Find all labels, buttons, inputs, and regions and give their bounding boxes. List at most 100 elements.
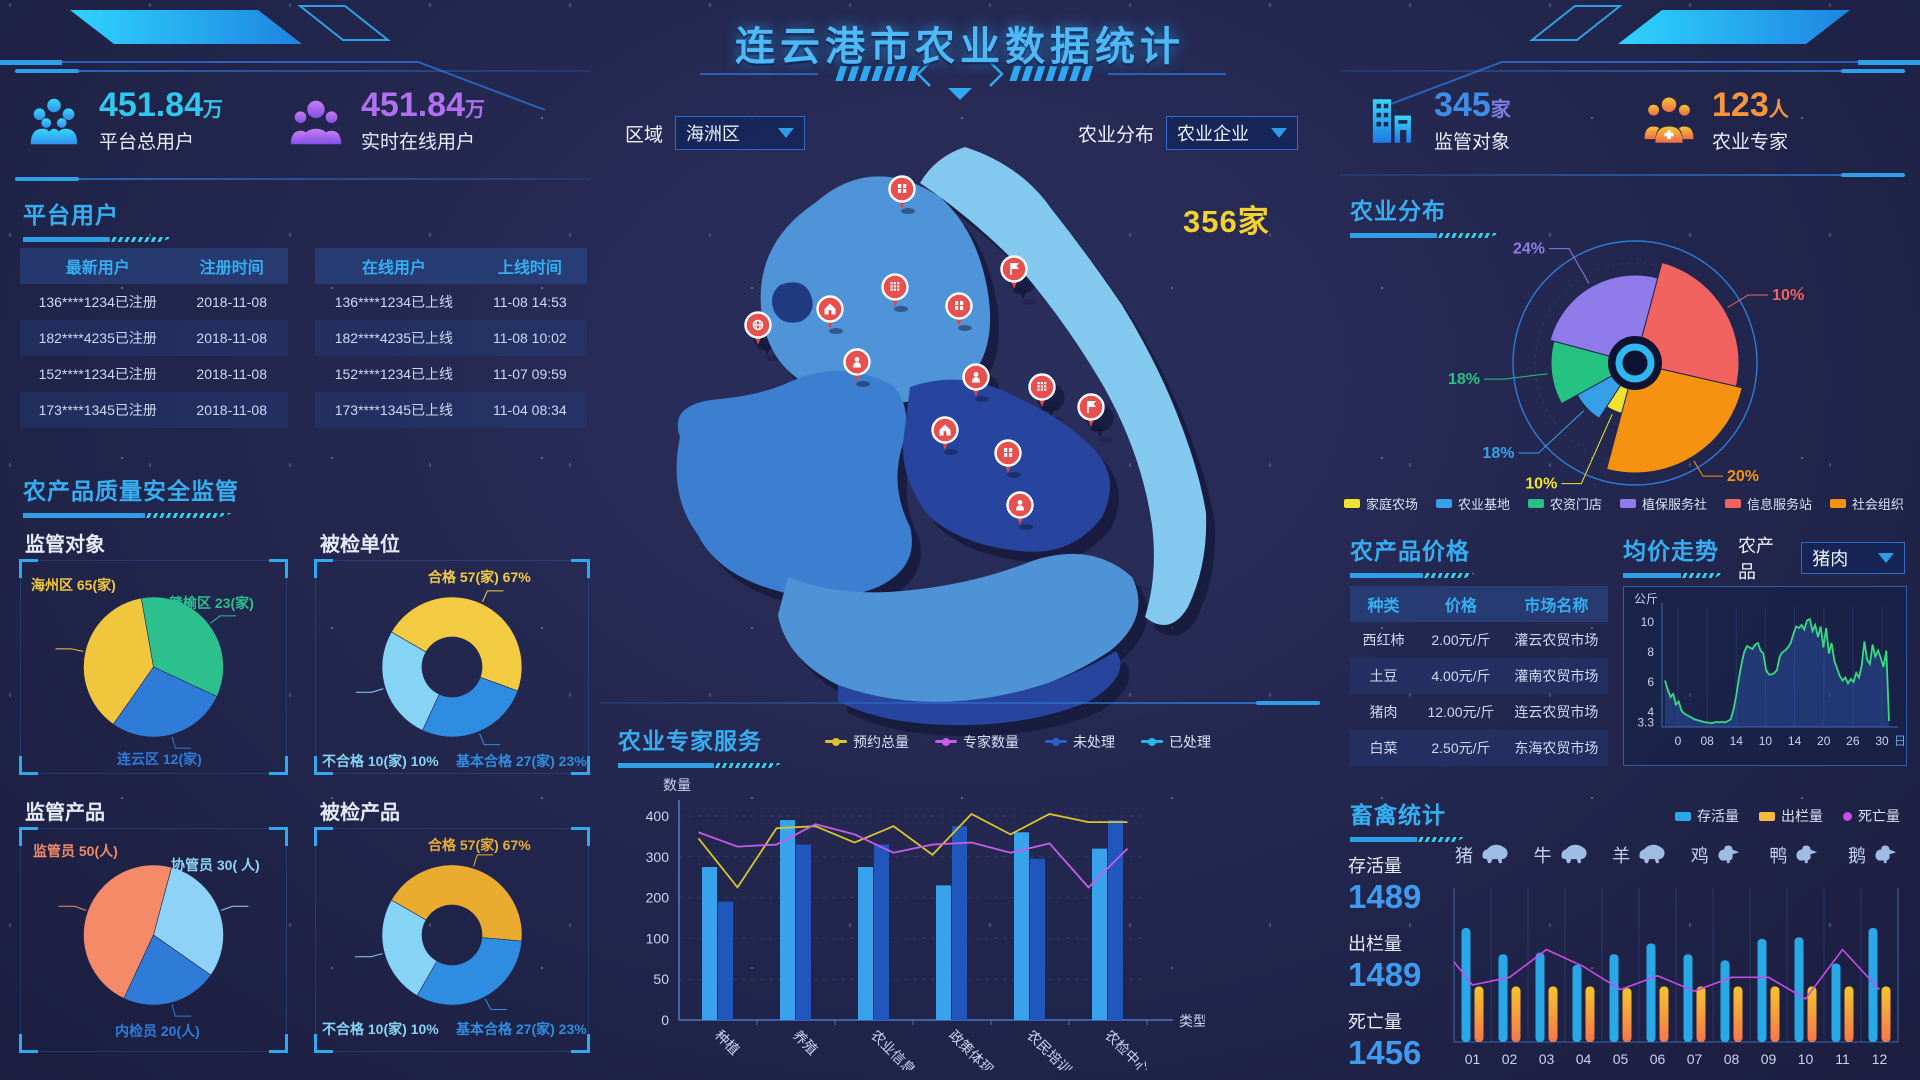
dist-select[interactable]: 农业企业 (1166, 116, 1299, 150)
chart-inspected-product: 合格 57(家) 67% 基本合格 27(家) 23% 不合格 10(家) 10% (314, 827, 590, 1053)
svg-text:0: 0 (1675, 734, 1682, 748)
stat-unit: 万 (203, 99, 223, 121)
stat-supervised: 345家 监管对象 (1362, 87, 1511, 154)
chart-title-inspected-unit: 被检单位 (320, 534, 400, 556)
section-price: 农产品价格 (1350, 532, 1475, 578)
register-row-header: 最新用户 注册时间 (20, 248, 288, 284)
page-title: 连云港市农业数据统计 (735, 25, 1185, 69)
svg-text:10: 10 (1798, 1051, 1814, 1067)
legend-item-农业基地[interactable]: 农业基地 (1435, 494, 1510, 513)
svg-text:农业信息: 农业信息 (868, 1027, 919, 1070)
animal-label: 牛 (1533, 846, 1552, 866)
person-icon (1016, 500, 1024, 511)
map-marker-flag[interactable] (1077, 393, 1105, 433)
online-row: 136****1234已上线 11-08 14:53 (315, 284, 587, 320)
svg-text:08: 08 (1700, 734, 1714, 748)
legend-label: 未处理 (1073, 734, 1115, 750)
legend-item-存活量[interactable]: 存活量 (1675, 806, 1739, 826)
map-marker-building[interactable] (945, 292, 973, 332)
table-cell: 182****4235已上线 (334, 330, 454, 346)
map-marker-grid[interactable] (1028, 373, 1056, 413)
map-marker-grid[interactable] (881, 273, 909, 313)
legend-item-农资门店[interactable]: 农资门店 (1527, 494, 1602, 513)
pie-slice-label: 连云区 12(家) (117, 751, 202, 767)
table-cell: 最新用户 (65, 260, 130, 277)
legend-item-未处理[interactable]: 未处理 (1045, 732, 1115, 752)
product-select[interactable]: 猪肉 (1801, 542, 1905, 574)
section-distribution: 农业分布 (1350, 192, 1500, 238)
animal-item-鸭[interactable]: 鸭 (1769, 842, 1824, 868)
pie-slice-label: 内检员 20(人) (115, 1023, 200, 1039)
map-marker-building[interactable] (994, 439, 1022, 479)
online-table: 在线用户 上线时间 136****1234已上线 11-08 14:53 182****… (315, 248, 587, 428)
svg-text:4: 4 (1647, 705, 1654, 719)
svg-text:政策体现: 政策体现 (946, 1027, 997, 1070)
legend-item-专家数量[interactable]: 专家数量 (935, 732, 1019, 752)
animal-item-鸡[interactable]: 鸡 (1691, 842, 1746, 868)
svg-text:07: 07 (1687, 1051, 1703, 1067)
svg-text:300: 300 (646, 849, 670, 865)
chart-inspected-unit: 合格 57(家) 67% 基本合格 27(家) 23% 不合格 10(家) 10% (314, 559, 590, 775)
legend-swatch (1829, 499, 1846, 508)
legend-label: 农业基地 (1457, 497, 1510, 512)
pie-slice-label: 协管员 30( 人) (171, 857, 260, 873)
online-row: 173****1345已上线 11-04 08:34 (315, 392, 587, 428)
table-cell: 价格 (1444, 598, 1477, 615)
table-cell: 2018-11-08 (196, 330, 267, 346)
map-marker-house[interactable] (816, 295, 844, 335)
price-table: 种类 价格 市场名称 西红柿 2.00元/斤 灌云农贸市场 土豆 4.00元/斤 灌南农贸市场猪… (1350, 586, 1608, 766)
register-row: 136****1234已注册 2018-11-08 (20, 284, 288, 320)
region-dropdown-group: 区域 海洲区 (625, 116, 806, 150)
pie-slice-label: 合格 57(家) 67% (428, 569, 531, 585)
legend-label: 专家数量 (963, 734, 1019, 750)
animal-item-鹅[interactable]: 鹅 (1848, 842, 1903, 868)
stat-unit: 家 (1490, 99, 1511, 121)
online-row: 152****1234已上线 11-07 09:59 (315, 356, 587, 392)
map-marker-house[interactable] (931, 416, 959, 456)
legend-item-已处理[interactable]: 已处理 (1141, 732, 1211, 752)
map-marker-person[interactable] (962, 363, 990, 403)
online-users-icon (290, 100, 342, 145)
animal-item-猪[interactable]: 猪 (1455, 842, 1510, 868)
map-count-badge: 356家 (1183, 204, 1270, 239)
map-marker-building[interactable] (888, 175, 916, 215)
svg-text:11: 11 (1835, 1051, 1850, 1067)
legend-item-社会组织[interactable]: 社会组织 (1829, 494, 1904, 513)
legend-swatch (1724, 499, 1741, 508)
legend-item-植保服务社[interactable]: 植保服务社 (1619, 494, 1707, 513)
legend-label: 已处理 (1169, 734, 1211, 750)
price-row: 西红柿 2.00元/斤 灌云农贸市场 (1350, 622, 1608, 658)
svg-text:100: 100 (646, 930, 670, 946)
table-cell: 种类 (1367, 598, 1400, 615)
region-select[interactable]: 海洲区 (675, 116, 806, 150)
globe-icon (752, 319, 764, 331)
legend-item-信息服务站[interactable]: 信息服务站 (1724, 494, 1812, 513)
legend-item-预约总量[interactable]: 预约总量 (825, 732, 909, 752)
table-cell: 2018-11-08 (196, 366, 267, 382)
online-row: 182****4235已上线 11-08 10:02 (315, 320, 587, 356)
register-table: 最新用户 注册时间 136****1234已注册 2018-11-08 182****4… (20, 248, 288, 428)
table-cell: 土豆 (1369, 668, 1398, 684)
legend-item-出栏量[interactable]: 出栏量 (1759, 806, 1823, 826)
table-cell: 市场名称 (1524, 598, 1589, 615)
legend-item-家庭农场[interactable]: 家庭农场 (1344, 494, 1418, 513)
svg-text:18%: 18% (1448, 371, 1480, 388)
map-marker-person[interactable] (1006, 491, 1034, 531)
animal-icon (1561, 844, 1587, 864)
animal-label: 鸡 (1690, 846, 1709, 866)
chart-title-supervision-object: 监管对象 (25, 534, 105, 556)
svg-text:08: 08 (1724, 1051, 1740, 1067)
distribution-rose-chart: 24% 10% 20% 10% 18% 18% (1435, 225, 1835, 493)
svg-text:6: 6 (1647, 675, 1654, 689)
product-label: 农产品 (1738, 536, 1774, 582)
animal-icon (1639, 844, 1665, 864)
map-marker-flag[interactable] (1000, 255, 1028, 295)
svg-text:18%: 18% (1482, 445, 1514, 462)
animal-item-牛[interactable]: 牛 (1534, 842, 1589, 868)
legend-item-死亡量[interactable]: 死亡量 (1843, 806, 1900, 826)
stat-unit: 人 (1768, 99, 1789, 121)
map-marker-globe[interactable] (744, 311, 772, 351)
building-icon (955, 301, 964, 310)
map-marker-person[interactable] (843, 348, 871, 388)
animal-item-羊[interactable]: 羊 (1612, 842, 1667, 868)
